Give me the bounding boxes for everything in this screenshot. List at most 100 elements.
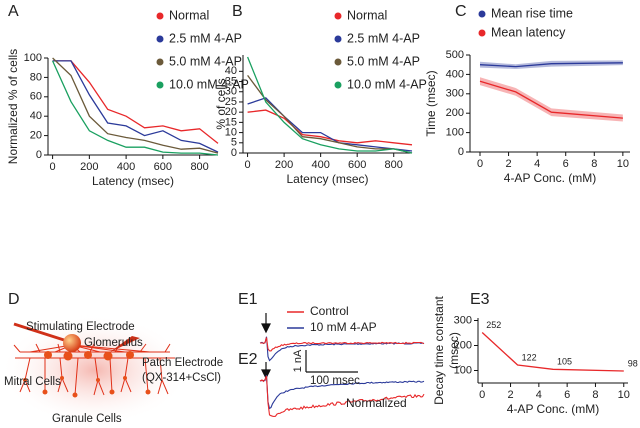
- legend-marker: [156, 58, 164, 66]
- x-axis-label: Latency (msec): [286, 172, 368, 186]
- diagram-label: Stimulating Electrode: [26, 321, 135, 333]
- x-tick-label: 0: [245, 159, 251, 171]
- y-axis-label: (msec): [447, 332, 461, 369]
- series-line: [247, 97, 413, 152]
- x-tick-label: 4: [534, 158, 540, 170]
- y-tick-label: 40: [30, 110, 42, 122]
- y-tick-label: 100: [454, 364, 472, 376]
- x-tick-label: 0: [477, 158, 483, 170]
- cell-bodies: [23, 351, 151, 398]
- x-tick-label: 4: [536, 389, 542, 401]
- series-line: [481, 332, 624, 372]
- legend-marker: [156, 81, 164, 89]
- y-tick-label: 40: [225, 65, 237, 77]
- current-trace: [259, 375, 425, 410]
- y-tick-label: 500: [446, 49, 464, 61]
- y-tick-label: 80: [30, 71, 42, 83]
- legend-label: Mean rise time: [491, 6, 573, 20]
- y-tick-label: 20: [225, 106, 237, 118]
- legend-label: Mean latency: [491, 25, 566, 39]
- x-tick-label: 10: [618, 389, 630, 401]
- y-tick-label: 300: [454, 314, 472, 326]
- x-tick-label: 0: [50, 161, 56, 173]
- legend-label: 10.0 mM 4-AP: [347, 77, 427, 91]
- legend-marker: [334, 35, 342, 43]
- legend-marker: [334, 12, 342, 20]
- panel-label: C: [455, 3, 467, 20]
- panel-label: E3: [470, 291, 490, 308]
- diagram-d: [0, 315, 190, 425]
- legend-marker: [156, 12, 164, 20]
- series-line: [479, 80, 623, 119]
- panel-label: D: [8, 291, 20, 308]
- series-line: [247, 109, 413, 146]
- series-line: [52, 60, 219, 144]
- current-trace: [259, 375, 425, 418]
- current-trace: [260, 337, 425, 352]
- y-tick-label: 300: [446, 88, 464, 100]
- current-trace: [259, 336, 425, 362]
- x-tick-label: 400: [117, 161, 135, 173]
- legend-label: 2.5 mM 4-AP: [347, 31, 420, 45]
- x-tick-label: 400: [311, 159, 329, 171]
- legend-label: 5.0 mM 4-AP: [169, 54, 242, 68]
- series-line: [52, 60, 219, 156]
- diagram-label: Granule Cells: [52, 413, 122, 425]
- diagram-label: Mitral Cells: [4, 376, 61, 388]
- y-axis-label: Normalized % of cells: [6, 49, 20, 164]
- series-line: [52, 57, 219, 154]
- y-tick-label: 400: [446, 68, 464, 80]
- x-tick-label: 8: [592, 389, 598, 401]
- y-tick-label: 200: [446, 107, 464, 119]
- stimulating-electrode: [13, 322, 65, 342]
- x-tick-label: 0: [479, 389, 485, 401]
- stim-arrows: [261, 313, 271, 380]
- patch-electrode: [110, 336, 140, 352]
- x-tick-label: 6: [564, 389, 570, 401]
- data-label: 105: [557, 357, 572, 367]
- y-tick-label: 5: [231, 137, 237, 149]
- panel-label: E2: [238, 351, 258, 368]
- x-tick-label: 600: [348, 159, 366, 171]
- annotation: Normalized: [346, 396, 407, 410]
- x-axis-label: 4-AP Conc. (mM): [507, 402, 599, 416]
- x-tick-label: 2: [506, 158, 512, 170]
- x-tick-label: 6: [563, 158, 569, 170]
- y-tick-label: 35: [225, 75, 237, 87]
- scale-label: 1 nA: [292, 349, 304, 372]
- y-tick-label: 0: [231, 147, 237, 159]
- y-tick-label: 15: [225, 116, 237, 128]
- y-axis-label: Time (msec): [424, 70, 438, 136]
- series-line: [52, 60, 219, 153]
- legend-label: 2.5 mM 4-AP: [169, 31, 242, 45]
- y-tick-label: 0: [458, 146, 464, 158]
- diagram-label: Glomerulus: [84, 337, 143, 349]
- y-tick-label: 100: [446, 127, 464, 139]
- y-tick-label: 10: [225, 126, 237, 138]
- x-axis-label: 4-AP Conc. (mM): [504, 171, 596, 185]
- y-tick-label: 100: [24, 52, 42, 64]
- x-tick-label: 8: [591, 158, 597, 170]
- panel-label: A: [8, 3, 19, 20]
- panel-label: E1: [238, 291, 258, 308]
- legend-marker: [478, 29, 486, 37]
- scale-label: 100 msec: [310, 375, 360, 387]
- y-tick-label: 200: [454, 339, 472, 351]
- y-tick-label: 0: [36, 149, 42, 161]
- glomerulus: [63, 334, 81, 352]
- diagram-label: (QX-314+CsCl): [142, 372, 221, 384]
- x-axis-label: Latency (msec): [92, 174, 174, 188]
- x-tick-label: 600: [154, 161, 172, 173]
- diagram-label: Patch Electrode: [142, 357, 223, 369]
- panel-label: B: [232, 3, 243, 20]
- x-tick-label: 200: [275, 159, 293, 171]
- legend-marker: [478, 10, 486, 18]
- data-label: 98: [628, 358, 638, 368]
- legend-label: 10 mM 4-AP: [310, 320, 377, 334]
- y-tick-label: 60: [30, 91, 42, 103]
- y-axis-label: % of cells: [214, 78, 228, 129]
- y-tick-label: 30: [225, 86, 237, 98]
- x-tick-label: 10: [617, 158, 629, 170]
